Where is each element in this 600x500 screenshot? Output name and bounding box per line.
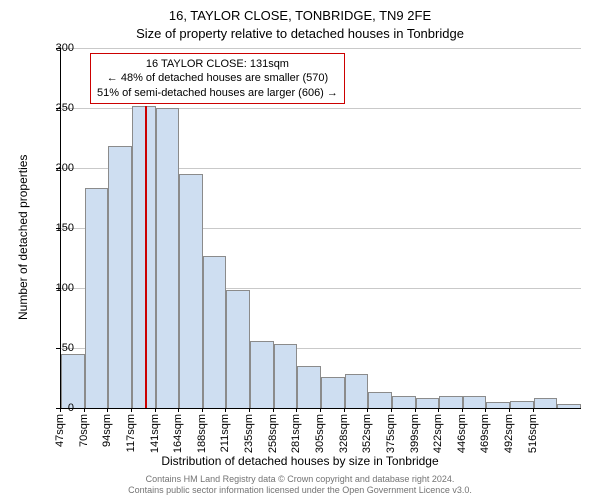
histogram-bar: [321, 377, 345, 408]
x-tick-mark: [509, 408, 510, 412]
x-tick-label: 399sqm: [409, 414, 421, 453]
histogram-bar: [486, 402, 510, 408]
page-title: 16, TAYLOR CLOSE, TONBRIDGE, TN9 2FE: [0, 8, 600, 23]
x-tick-mark: [249, 408, 250, 412]
x-tick-mark: [391, 408, 392, 412]
x-tick-mark: [367, 408, 368, 412]
highlight-marker: [145, 106, 147, 408]
histogram-bar: [345, 374, 369, 408]
y-tick-label: 0: [34, 402, 74, 414]
x-tick-label: 469sqm: [479, 414, 491, 453]
histogram-bar: [463, 396, 487, 408]
histogram-bar: [108, 146, 132, 408]
histogram-bar: [368, 392, 392, 408]
histogram-bar: [416, 398, 440, 408]
histogram-bar: [85, 188, 109, 408]
x-tick-label: 94sqm: [101, 414, 113, 447]
histogram-bar: [226, 290, 250, 408]
x-tick-label: 375sqm: [385, 414, 397, 453]
attribution-line-2: Contains public sector information licen…: [0, 485, 600, 496]
y-tick-label: 150: [34, 222, 74, 234]
x-tick-mark: [273, 408, 274, 412]
x-tick-mark: [533, 408, 534, 412]
y-tick-label: 100: [34, 282, 74, 294]
histogram-bar: [297, 366, 321, 408]
x-tick-mark: [344, 408, 345, 412]
annotation-line-3: 51% of semi-detached houses are larger (…: [97, 86, 338, 100]
x-tick-label: 281sqm: [290, 414, 302, 453]
x-tick-mark: [84, 408, 85, 412]
x-tick-mark: [131, 408, 132, 412]
x-tick-label: 164sqm: [172, 414, 184, 453]
histogram-bar: [61, 354, 85, 408]
x-tick-mark: [320, 408, 321, 412]
x-tick-mark: [485, 408, 486, 412]
x-tick-label: 352sqm: [361, 414, 373, 453]
x-tick-mark: [60, 408, 61, 412]
attribution: Contains HM Land Registry data © Crown c…: [0, 474, 600, 497]
x-tick-label: 70sqm: [78, 414, 90, 447]
x-tick-label: 258sqm: [267, 414, 279, 453]
y-axis-title: Number of detached properties: [16, 155, 30, 320]
histogram-bar: [392, 396, 416, 408]
annotation-line-1: 16 TAYLOR CLOSE: 131sqm: [97, 57, 338, 71]
x-tick-label: 141sqm: [149, 414, 161, 453]
x-tick-mark: [462, 408, 463, 412]
x-tick-mark: [296, 408, 297, 412]
y-tick-label: 300: [34, 42, 74, 54]
histogram-bar: [132, 106, 156, 408]
y-tick-label: 200: [34, 162, 74, 174]
histogram-bar: [250, 341, 274, 408]
annotation-box: 16 TAYLOR CLOSE: 131sqm ← 48% of detache…: [90, 53, 345, 104]
histogram-bar: [179, 174, 203, 408]
x-tick-label: 422sqm: [432, 414, 444, 453]
histogram-bar: [557, 404, 581, 408]
annotation-line-2: ← 48% of detached houses are smaller (57…: [97, 71, 338, 85]
x-tick-label: 516sqm: [527, 414, 539, 453]
x-tick-mark: [178, 408, 179, 412]
x-tick-label: 117sqm: [125, 414, 137, 452]
x-tick-mark: [107, 408, 108, 412]
histogram-bar: [274, 344, 298, 408]
histogram-bar: [439, 396, 463, 408]
x-tick-label: 211sqm: [219, 414, 231, 452]
x-tick-label: 305sqm: [314, 414, 326, 453]
x-tick-mark: [155, 408, 156, 412]
x-tick-mark: [415, 408, 416, 412]
x-tick-label: 188sqm: [196, 414, 208, 453]
histogram-bar: [156, 108, 180, 408]
y-tick-label: 50: [34, 342, 74, 354]
x-tick-label: 328sqm: [338, 414, 350, 453]
x-tick-mark: [225, 408, 226, 412]
x-tick-label: 235sqm: [243, 414, 255, 453]
x-axis-title: Distribution of detached houses by size …: [0, 454, 600, 468]
page-subtitle: Size of property relative to detached ho…: [0, 26, 600, 41]
histogram-bar: [534, 398, 558, 408]
x-tick-label: 47sqm: [54, 414, 66, 447]
x-tick-mark: [438, 408, 439, 412]
histogram-bar: [510, 401, 534, 408]
y-tick-label: 250: [34, 102, 74, 114]
histogram-bar: [203, 256, 227, 408]
x-tick-label: 446sqm: [456, 414, 468, 453]
grid-line: [61, 48, 581, 49]
x-tick-mark: [202, 408, 203, 412]
attribution-line-1: Contains HM Land Registry data © Crown c…: [0, 474, 600, 485]
x-tick-label: 492sqm: [503, 414, 515, 453]
